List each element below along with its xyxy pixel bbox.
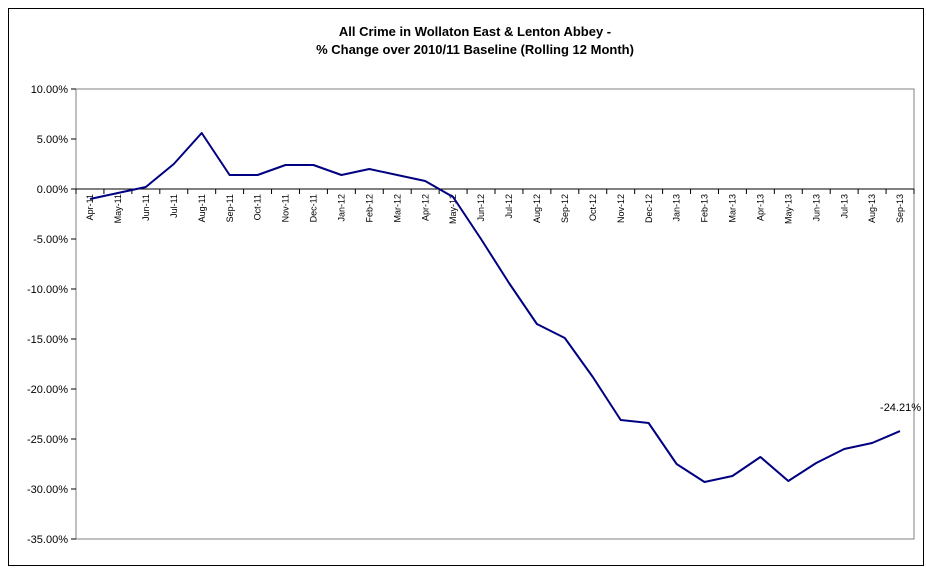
series-layer (89, 132, 901, 483)
y-tick-label: -15.00% (27, 334, 68, 346)
y-axis: 10.00% 5.00% 0.00% -5.00% -10.00% -15.00% -20.… (27, 84, 76, 546)
y-tick-label: 10.00% (31, 84, 69, 96)
x-tick-label: Oct-11 (253, 194, 263, 220)
x-tick-label: Mar-13 (728, 194, 738, 223)
chart-title-line-2: % Change over 2010/11 Baseline (Rolling … (316, 42, 634, 57)
x-axis: Apr-11 May-11 Jun-11 Jul-11 Aug-11 Sep-11 Oct-… (75, 188, 915, 224)
x-tick-label: Feb-13 (700, 194, 710, 223)
x-tick-label: Aug-12 (532, 194, 542, 223)
y-tick-label: 0.00% (37, 184, 68, 196)
x-tick-label: Jul-12 (504, 194, 514, 219)
x-tick-label: Jun-12 (476, 194, 486, 222)
y-tick-label: -30.00% (27, 484, 68, 496)
x-tick-label: Oct-12 (588, 194, 598, 221)
x-tick-label: Aug-13 (867, 194, 877, 223)
x-tick-label: Apr-13 (756, 194, 766, 221)
x-tick-label: Apr-11 (85, 194, 95, 220)
x-tick-label: Sep-12 (560, 194, 570, 223)
y-tick-label: -35.00% (27, 534, 68, 546)
x-tick-label: May-13 (783, 194, 793, 224)
x-tick-label: Apr-12 (420, 194, 430, 221)
x-tick-label: Dec-11 (309, 194, 319, 222)
line-chart: All Crime in Wollaton East & Lenton Abbe… (27, 24, 921, 546)
x-tick-label: Sep-11 (225, 194, 235, 222)
x-tick-label: Feb-12 (364, 194, 374, 223)
y-tick-label: -20.00% (27, 384, 68, 396)
x-tick-label: Nov-11 (281, 194, 291, 222)
data-label: -24.21% (880, 402, 921, 414)
plot-area (75, 88, 915, 540)
data-labels-layer: -24.21% (880, 402, 921, 414)
x-tick-label: Jan-12 (337, 194, 347, 222)
chart-title-line-1: All Crime in Wollaton East & Lenton Abbe… (339, 24, 611, 39)
y-tick-label: -25.00% (27, 434, 68, 446)
y-tick-label: 5.00% (37, 134, 68, 146)
x-tick-label: May-11 (113, 194, 123, 223)
series-line (89, 132, 901, 483)
x-tick-label: Mar-12 (392, 194, 402, 223)
x-tick-label: Jul-13 (839, 194, 849, 219)
x-tick-label: Jan-13 (672, 194, 682, 222)
x-tick-label: Jun-13 (811, 194, 821, 222)
y-tick-label: -10.00% (27, 284, 68, 296)
x-tick-label: Sep-13 (895, 194, 905, 223)
x-tick-label: Dec-12 (644, 194, 654, 223)
x-tick-label: Aug-11 (197, 194, 207, 222)
x-tick-label: Nov-12 (616, 194, 626, 223)
x-tick-label: Jul-11 (169, 194, 179, 218)
y-tick-label: -5.00% (33, 234, 68, 246)
chart-frame: All Crime in Wollaton East & Lenton Abbe… (8, 8, 924, 566)
x-tick-label: Jun-11 (141, 194, 151, 221)
x-tick-label: May-12 (448, 194, 458, 224)
